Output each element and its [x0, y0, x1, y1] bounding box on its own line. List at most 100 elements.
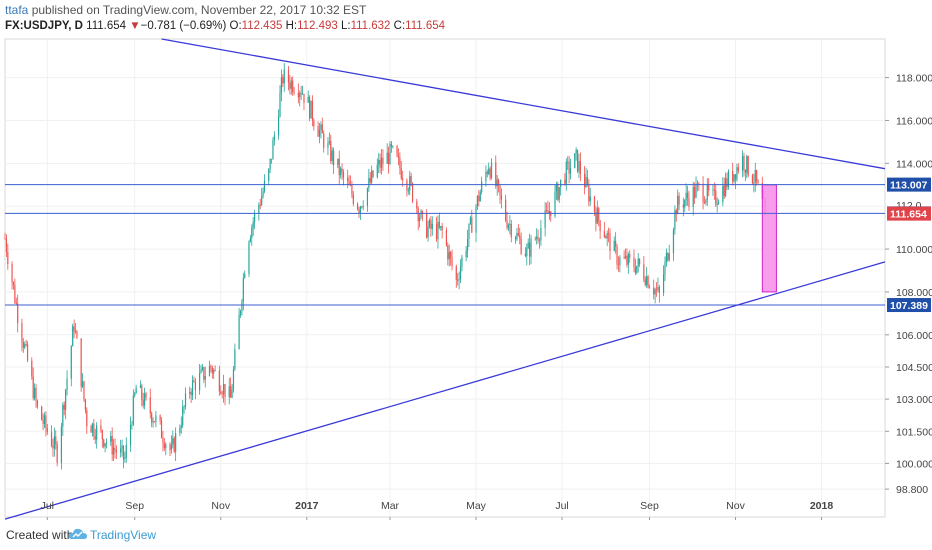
candle-body [733, 174, 735, 182]
candle-body [22, 342, 24, 348]
candle-body [607, 233, 610, 234]
price-axis[interactable]: 98.800 100.000 101.500 103.000 104.500 106.00… [885, 73, 932, 497]
candle-body [479, 192, 481, 202]
candle-body [358, 209, 360, 214]
candle-body [238, 314, 240, 350]
candle-body [421, 211, 424, 214]
candle-body [180, 425, 182, 428]
candle-body [213, 370, 215, 374]
candle-body [684, 200, 686, 208]
candle-body [476, 195, 479, 207]
down-arrow-icon: ▼ [129, 20, 141, 32]
candle-body [629, 254, 631, 258]
candle-body [290, 80, 292, 89]
candle-body [60, 426, 63, 463]
candle-body [331, 150, 333, 161]
drawings[interactable] [4, 38, 886, 520]
x-tick-label: Sep [125, 500, 144, 512]
candle-body [151, 413, 153, 423]
candle-body [26, 344, 29, 361]
candle-body [725, 178, 727, 197]
candle-body [160, 420, 163, 439]
y-tick-label: 103.000 [896, 394, 932, 406]
candle-body [121, 445, 123, 449]
candle-body [277, 116, 280, 136]
tradingview-cloud-icon[interactable] [68, 527, 88, 541]
candle-body [716, 204, 718, 205]
candle-body [369, 178, 371, 183]
candle-body [416, 201, 418, 209]
candle-body [732, 171, 734, 182]
candle-body [165, 444, 167, 449]
candle-body [392, 146, 394, 147]
candle-body [678, 195, 680, 205]
candle-body [43, 415, 46, 424]
candle-body [722, 185, 724, 203]
candle-body [658, 287, 660, 294]
candle-body [103, 439, 105, 447]
candle-body [520, 238, 522, 254]
candle-body [41, 406, 43, 421]
candle-body [536, 236, 538, 239]
candle-body [396, 146, 398, 157]
candle-body [124, 457, 126, 459]
candle-body [461, 257, 463, 268]
candle-body [76, 331, 78, 339]
candle-body [655, 289, 658, 291]
symbol-label[interactable]: FX:USDJPY, D [5, 20, 83, 32]
candle-body [419, 217, 421, 222]
price-label: 111.654 [890, 209, 927, 221]
candle-body [616, 246, 618, 265]
candle-body [441, 226, 443, 231]
candle-body [499, 185, 501, 196]
candle-body [241, 301, 243, 311]
candle-body [222, 383, 225, 395]
candle-body [263, 180, 266, 192]
candle-body [537, 236, 539, 241]
created-with-text: Created with [6, 528, 74, 542]
tradingview-brand[interactable]: TradingView [90, 528, 157, 542]
candle-body [254, 213, 256, 223]
time-axis[interactable]: Jul Sep Nov 2017 Mar May Jul Sep Nov 2018 [41, 500, 834, 520]
candle-body [70, 346, 72, 379]
author-link[interactable]: ttafa [5, 3, 29, 17]
candle-body [744, 169, 746, 173]
candle-body [14, 284, 16, 303]
y-tick-label: 114.000 [896, 158, 932, 170]
candle-body [557, 183, 559, 200]
candle-body [698, 183, 700, 185]
candle-body [17, 303, 19, 324]
candle-body [545, 210, 548, 211]
candle-body [272, 140, 274, 160]
candle-body [268, 169, 270, 181]
y-tick-label: 100.000 [896, 458, 932, 470]
candle-body [179, 427, 181, 434]
candle-body [134, 393, 136, 396]
candle-body [31, 360, 33, 377]
candle-body [643, 264, 645, 280]
price-chart[interactable]: 98.800 100.000 101.500 103.000 104.500 106.00… [0, 38, 932, 520]
candle-body [564, 179, 566, 184]
candle-body [390, 143, 393, 147]
candle-body [139, 385, 141, 388]
candle-body [756, 170, 758, 182]
candle-body [104, 443, 106, 447]
candle-body [259, 204, 261, 206]
candle-body [409, 176, 411, 191]
candle-body [170, 444, 173, 450]
candle-body [53, 436, 55, 449]
low-label: L: [341, 20, 351, 32]
candle-body [505, 199, 507, 221]
candle-body [211, 367, 213, 374]
candle-body [578, 160, 580, 172]
candle-body [169, 444, 171, 450]
candle-body [662, 274, 665, 294]
candle-body [379, 159, 381, 168]
candle-body [342, 172, 345, 178]
plot-frame [4, 38, 886, 518]
candle-body [741, 156, 744, 171]
candle-body [455, 266, 457, 280]
candle-body [715, 190, 717, 205]
candle-body [489, 168, 491, 178]
candle-body [411, 183, 414, 202]
